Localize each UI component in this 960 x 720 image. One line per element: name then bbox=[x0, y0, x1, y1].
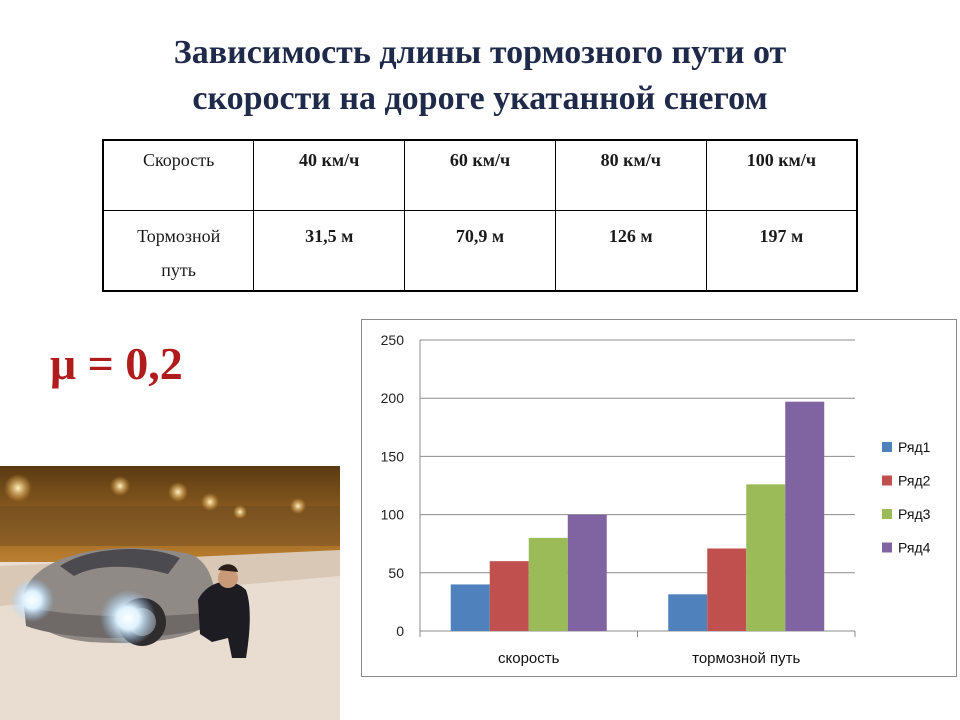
y-tick-label: 200 bbox=[381, 390, 405, 406]
snowy-car-photo bbox=[0, 466, 340, 720]
bar bbox=[668, 594, 708, 631]
legend-label: Ряд3 bbox=[898, 506, 931, 522]
legend-swatch bbox=[882, 442, 892, 452]
y-tick-label: 150 bbox=[381, 448, 405, 464]
title-line-2: скорости на дороге укатанной снегом bbox=[192, 80, 768, 117]
table-row: Тормозной путь 31,5 м 70,9 м 126 м 197 м bbox=[102, 209, 858, 292]
legend-label: Ряд2 bbox=[898, 473, 931, 489]
legend-swatch bbox=[882, 542, 892, 553]
data-table: Скорость 40 км/ч 60 км/ч 80 км/ч 100 км/… bbox=[102, 139, 858, 292]
chart-svg: 0 50 100 150 200 250 скорость тормозной путь Ряд… bbox=[381, 332, 931, 667]
table-cell: Тормозной путь bbox=[102, 209, 255, 292]
x-tick-label: тормозной путь bbox=[692, 650, 800, 667]
bar bbox=[450, 584, 490, 631]
x-tick-label: скорость bbox=[498, 650, 560, 667]
table-cell: 80 км/ч bbox=[554, 139, 707, 211]
y-tick-label: 50 bbox=[388, 565, 404, 581]
bar bbox=[489, 561, 529, 631]
table-cell: 70,9 м bbox=[404, 209, 556, 292]
y-tick-label: 250 bbox=[381, 332, 405, 348]
table-cell: 60 км/ч bbox=[404, 139, 556, 211]
table-cell: 197 м bbox=[705, 209, 858, 292]
legend-label: Ряд4 bbox=[898, 540, 931, 556]
legend-swatch bbox=[882, 509, 892, 519]
y-tick-label: 100 bbox=[381, 507, 405, 523]
legend-label: Ряд1 bbox=[898, 439, 931, 455]
table-cell: 100 км/ч bbox=[705, 139, 858, 211]
legend-swatch bbox=[882, 475, 892, 486]
friction-coefficient: μ = 0,2 bbox=[50, 338, 183, 389]
slide-title: Зависимость длины тормозного пути от ско… bbox=[0, 30, 960, 122]
table-cell: 126 м bbox=[554, 209, 707, 292]
title-line-1: Зависимость длины тормозного пути от bbox=[173, 34, 787, 71]
table-cell: 40 км/ч bbox=[253, 139, 406, 211]
bar bbox=[707, 548, 747, 631]
bar bbox=[567, 514, 607, 631]
table-row: Скорость 40 км/ч 60 км/ч 80 км/ч 100 км/… bbox=[102, 139, 858, 211]
bar-chart: 0 50 100 150 200 250 скорость тормозной путь Ряд… bbox=[361, 319, 957, 677]
table-cell: Скорость bbox=[102, 139, 255, 211]
bar bbox=[746, 484, 786, 631]
bar bbox=[785, 401, 825, 631]
bar bbox=[528, 537, 568, 631]
y-tick-label: 0 bbox=[396, 623, 404, 639]
table-cell: 31,5 м bbox=[253, 209, 406, 292]
